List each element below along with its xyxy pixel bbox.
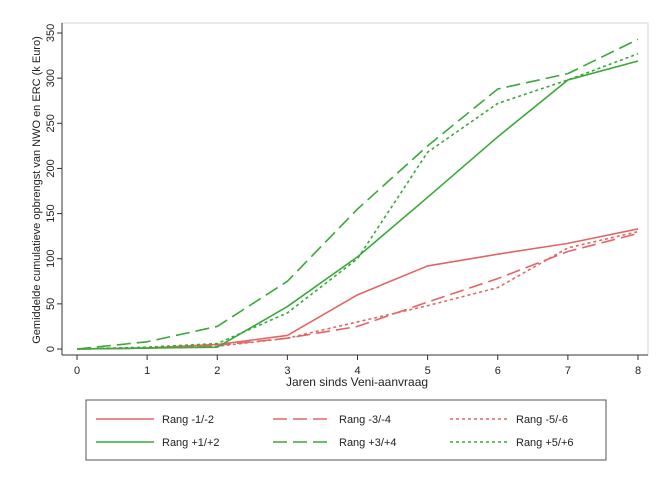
x-axis-label: Jaren sinds Veni-aanvraag bbox=[286, 375, 428, 389]
y-tick-label: 100 bbox=[45, 250, 57, 268]
y-tick-label: 150 bbox=[45, 204, 57, 222]
series-layer bbox=[76, 38, 639, 350]
legend-label: Rang +3/+4 bbox=[339, 437, 397, 449]
series-line-3 bbox=[76, 230, 639, 350]
x-tick-label: 0 bbox=[74, 365, 80, 377]
legend-label: Rang +5/+6 bbox=[516, 437, 574, 449]
y-axis-label: Gemiddelde cumulatieve opbrengst van NWO… bbox=[31, 36, 43, 344]
x-tick-label: 4 bbox=[354, 365, 360, 377]
x-tick-label: 1 bbox=[144, 365, 150, 377]
legend-label: Rang -5/-6 bbox=[516, 414, 568, 426]
x-tick-label: 8 bbox=[635, 365, 641, 377]
plot-area bbox=[61, 22, 649, 356]
x-axis: 0 1 2 3 4 5 6 7 8 bbox=[62, 354, 648, 377]
y-tick-label: 300 bbox=[45, 69, 57, 87]
series-line-4 bbox=[76, 60, 639, 350]
legend-label: Rang -3/-4 bbox=[339, 414, 391, 426]
legend-label: Rang +1/+2 bbox=[162, 437, 220, 449]
legend-box bbox=[85, 399, 607, 461]
y-tick-label: 200 bbox=[45, 159, 57, 177]
series-line-5 bbox=[76, 38, 639, 350]
x-tick-label: 2 bbox=[214, 365, 220, 377]
y-tick-label: 350 bbox=[45, 24, 57, 42]
y-tick-label: 0 bbox=[45, 346, 57, 352]
y-tick-label: 250 bbox=[45, 114, 57, 132]
y-axis: 0 50 100 150 200 250 300 350 bbox=[45, 23, 63, 355]
y-tick-label: 50 bbox=[45, 298, 57, 310]
x-tick-label: 7 bbox=[565, 365, 571, 377]
x-tick-label: 3 bbox=[284, 365, 290, 377]
legend-label: Rang -1/-2 bbox=[162, 414, 214, 426]
x-tick-label: 5 bbox=[425, 365, 431, 377]
x-tick-label: 6 bbox=[495, 365, 501, 377]
legend: Rang -1/-2 Rang -3/-4 Rang -5/-6 Rang +1/+2… bbox=[85, 399, 607, 461]
